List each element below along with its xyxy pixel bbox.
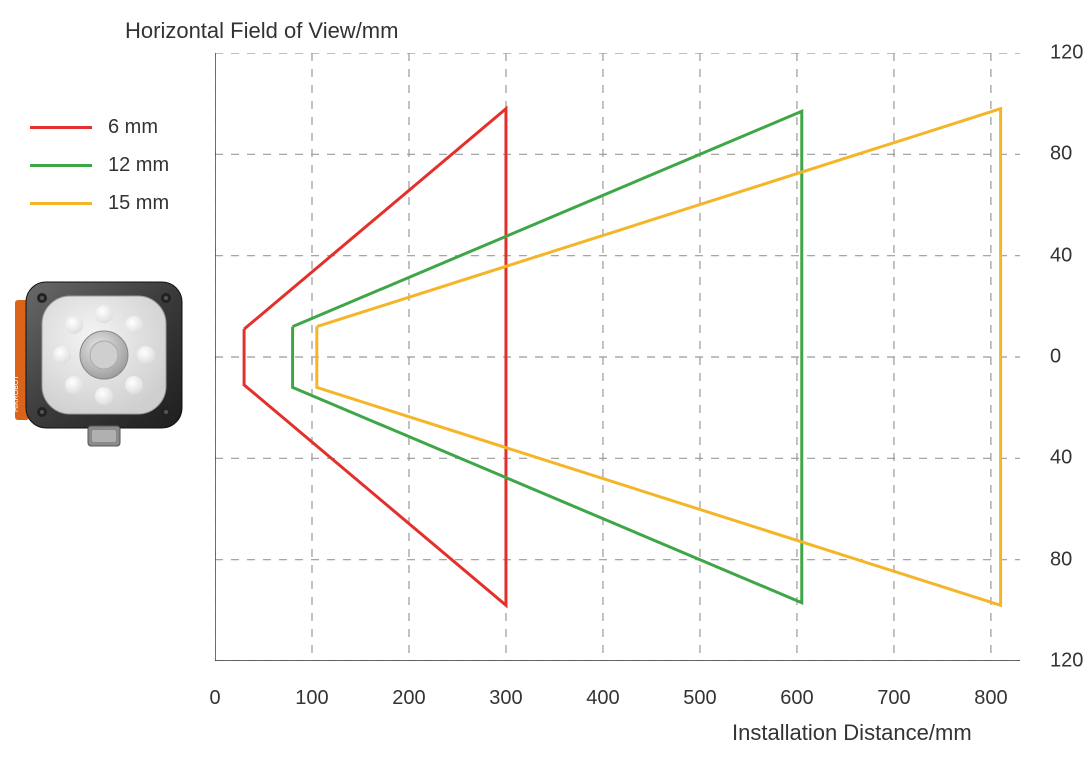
legend-swatch-icon: [30, 202, 92, 205]
fov-chart: [215, 53, 1020, 661]
legend: 6 mm 12 mm 15 mm: [30, 108, 169, 222]
y-tick-label: 0: [1050, 346, 1061, 369]
chart-title: Horizontal Field of View/mm: [125, 18, 398, 44]
x-tick-label: 300: [489, 687, 522, 710]
y-tick-label: 40: [1050, 244, 1072, 267]
camera-illustration: HIKROBOT: [12, 262, 194, 450]
x-tick-label: 100: [295, 687, 328, 710]
y-tick-label: 40: [1050, 447, 1072, 470]
legend-swatch-icon: [30, 126, 92, 129]
x-tick-label: 500: [683, 687, 716, 710]
legend-swatch-icon: [30, 164, 92, 167]
y-tick-label: 80: [1050, 143, 1072, 166]
legend-label: 6 mm: [108, 116, 158, 139]
legend-item: 6 mm: [30, 108, 169, 146]
x-tick-label: 200: [392, 687, 425, 710]
y-tick-label: 120: [1050, 650, 1083, 673]
legend-item: 15 mm: [30, 184, 169, 222]
brand-text: HIKROBOT: [13, 375, 20, 412]
legend-item: 12 mm: [30, 146, 169, 184]
x-tick-label: 0: [209, 687, 220, 710]
y-tick-label: 80: [1050, 548, 1072, 571]
y-tick-label: 120: [1050, 42, 1083, 65]
x-axis-label: Installation Distance/mm: [732, 720, 972, 746]
x-tick-label: 800: [974, 687, 1007, 710]
legend-label: 15 mm: [108, 192, 169, 215]
x-tick-label: 700: [877, 687, 910, 710]
x-tick-label: 400: [586, 687, 619, 710]
x-tick-label: 600: [780, 687, 813, 710]
legend-label: 12 mm: [108, 154, 169, 177]
